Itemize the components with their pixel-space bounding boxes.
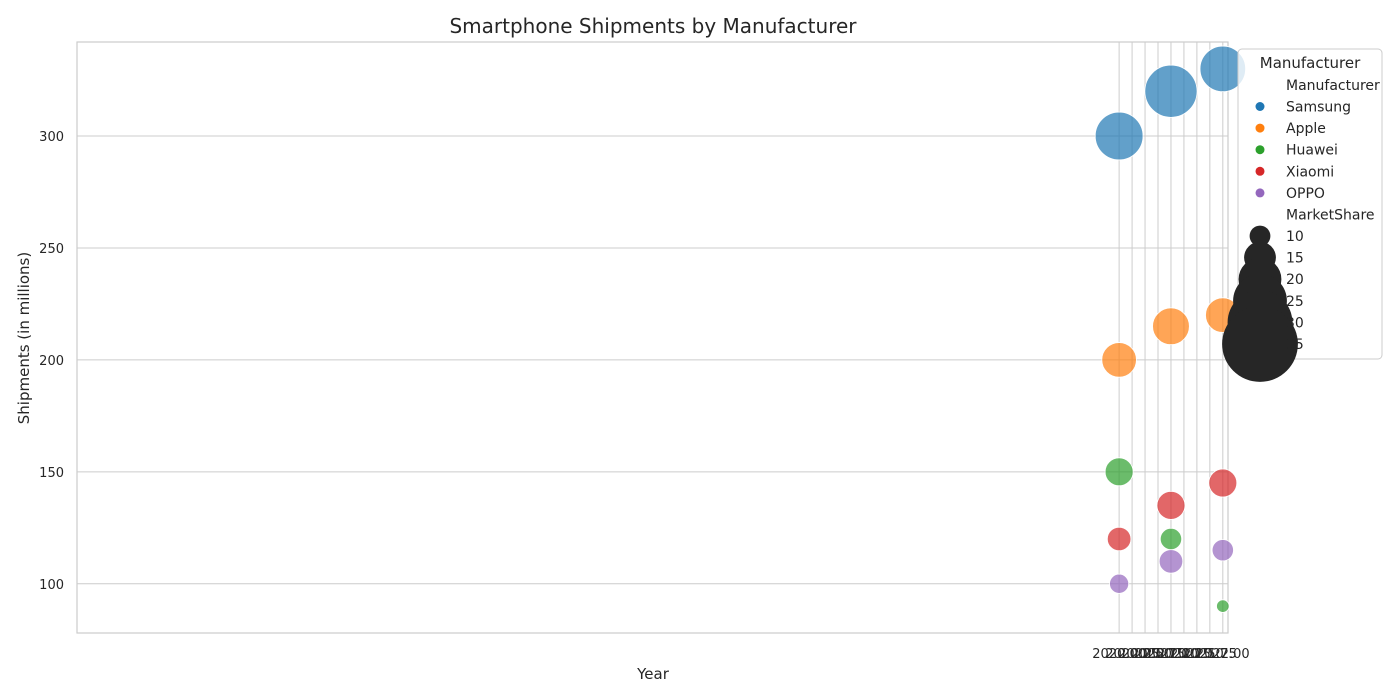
data-point-huawei (1159, 527, 1183, 551)
legend-size-label: 25 (1286, 294, 1304, 310)
legend-label-xiaomi: Xiaomi (1286, 164, 1334, 180)
plot-area: 2020.002020.252020.502020.752021.002021.… (39, 41, 1250, 662)
y-tick-label: 100 (39, 578, 64, 593)
legend-marker-apple (1255, 123, 1265, 133)
legend-label-samsung: Samsung (1286, 100, 1351, 116)
legend-marker-xiaomi (1255, 166, 1265, 176)
x-tick-label: 2022.00 (1196, 647, 1250, 662)
legend-marker-oppo (1255, 188, 1265, 198)
plot-background (77, 42, 1228, 633)
y-tick-label: 300 (39, 130, 64, 145)
legend-size-label: 10 (1286, 229, 1304, 245)
data-point-oppo (1109, 573, 1130, 594)
x-tick-label: 2021.25 (1157, 647, 1211, 662)
y-axis-label: Shipments (in millions) (15, 252, 33, 424)
legend-label-oppo: OPPO (1286, 186, 1325, 202)
x-tick-label: 2020.25 (1105, 647, 1159, 662)
x-tick-label: 2020.00 (1092, 647, 1146, 662)
data-point-xiaomi (1156, 490, 1186, 520)
legend: Manufacturer Manufacturer Samsung Apple Huaw… (1222, 48, 1383, 382)
legend-title: Manufacturer (1260, 54, 1361, 72)
data-point-xiaomi (1208, 468, 1238, 498)
legend-hue-heading: Manufacturer (1286, 78, 1380, 94)
data-point-samsung (1144, 64, 1198, 118)
data-point-oppo (1158, 549, 1184, 574)
x-axis-label: Year (636, 665, 670, 683)
data-point-apple (1152, 307, 1190, 346)
x-tick-label: 2021.75 (1183, 647, 1237, 662)
data-point-huawei (1216, 599, 1230, 613)
legend-size-label: 35 (1286, 337, 1304, 353)
legend-label-apple: Apple (1286, 121, 1326, 137)
data-point-oppo (1211, 539, 1234, 562)
legend-size-marker (1222, 306, 1298, 382)
legend-size-heading: MarketShare (1286, 208, 1375, 224)
y-tick-label: 200 (39, 354, 64, 369)
x-tick-label: 2021.00 (1144, 647, 1198, 662)
y-tick-label: 250 (39, 242, 64, 257)
legend-size-label: 15 (1286, 251, 1304, 267)
x-tick-label: 2021.50 (1170, 647, 1224, 662)
data-point-samsung (1094, 111, 1144, 161)
legend-marker-samsung (1255, 102, 1265, 111)
legend-marker-huawei (1255, 145, 1265, 155)
x-tick-label: 2020.75 (1131, 647, 1185, 662)
data-point-apple (1101, 342, 1137, 378)
legend-size-label: 20 (1286, 272, 1304, 288)
legend-size-marker (1249, 225, 1271, 247)
legend-size-label: 30 (1286, 315, 1304, 331)
x-tick-label: 2020.50 (1118, 647, 1172, 662)
data-point-huawei (1104, 457, 1134, 487)
chart-title: Smartphone Shipments by Manufacturer (449, 14, 857, 38)
y-tick-label: 150 (39, 466, 64, 481)
data-point-xiaomi (1106, 526, 1132, 552)
legend-label-huawei: Huawei (1286, 143, 1338, 159)
